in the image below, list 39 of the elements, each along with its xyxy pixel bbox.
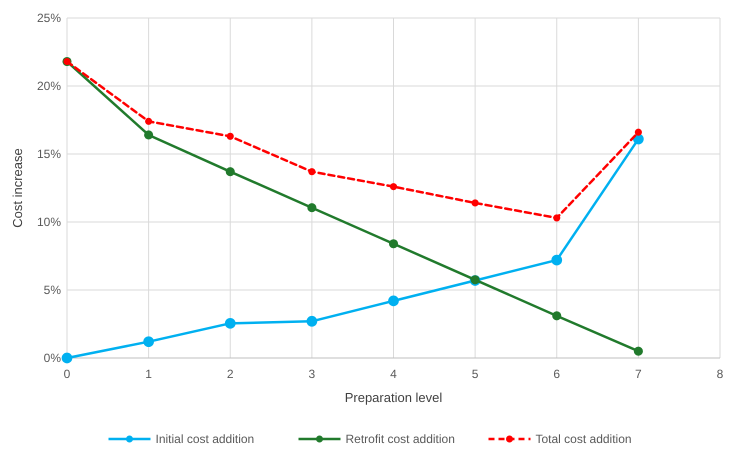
point xyxy=(307,203,316,212)
point xyxy=(553,214,560,222)
y-tick-label: 25% xyxy=(36,11,62,25)
x-axis-title: Preparation level xyxy=(344,390,442,405)
point xyxy=(388,239,398,248)
point xyxy=(306,316,318,327)
x-tick-label: 2 xyxy=(226,367,234,381)
x-tick-label: 5 xyxy=(472,367,479,381)
x-tick-label: 8 xyxy=(716,367,724,381)
y-tick-label: 20% xyxy=(36,79,62,93)
y-tick-label: 0% xyxy=(44,351,62,365)
y-tick-label: 5% xyxy=(44,283,62,297)
x-tick-label: 7 xyxy=(635,367,642,381)
point xyxy=(226,132,234,140)
point xyxy=(224,318,236,329)
x-tick-label: 0 xyxy=(64,367,71,381)
legend-label: Total cost addition xyxy=(536,432,632,446)
point xyxy=(390,183,398,190)
point xyxy=(226,167,235,176)
point xyxy=(145,118,152,125)
point xyxy=(634,346,643,356)
x-tick-label: 3 xyxy=(308,367,316,381)
x-tick-label: 4 xyxy=(390,367,398,381)
point xyxy=(551,254,562,266)
legend-label: Retrofit cost addition xyxy=(346,432,455,446)
x-tick-label: 6 xyxy=(553,367,560,381)
point xyxy=(62,352,72,364)
y-tick-label: 15% xyxy=(36,147,62,161)
y-axis-title: Cost increase xyxy=(10,148,25,228)
y-tick-label: 10% xyxy=(36,215,62,229)
point xyxy=(143,336,154,348)
point xyxy=(388,296,399,306)
point xyxy=(634,128,642,136)
x-tick-label: 1 xyxy=(145,367,152,381)
point xyxy=(144,130,154,140)
point xyxy=(552,311,562,320)
point xyxy=(308,168,316,176)
point xyxy=(472,199,479,207)
legend-label: Initial cost addition xyxy=(156,432,254,446)
